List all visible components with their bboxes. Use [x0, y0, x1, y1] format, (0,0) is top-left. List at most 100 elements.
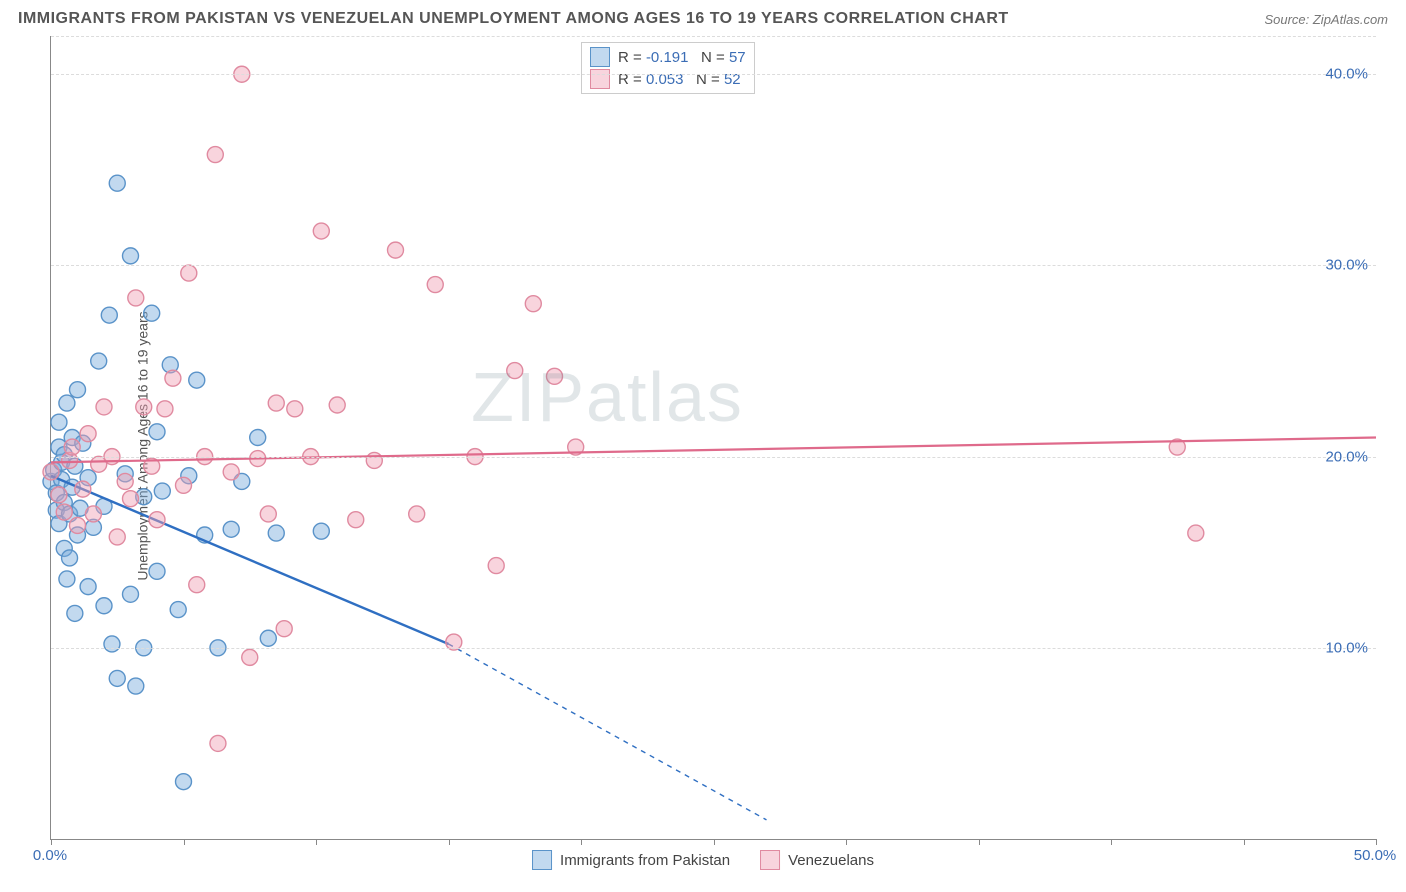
- data-point: [1188, 525, 1204, 541]
- data-point: [96, 399, 112, 415]
- data-point: [123, 248, 139, 264]
- data-point: [144, 305, 160, 321]
- data-point: [313, 223, 329, 239]
- x-tick: [51, 839, 52, 845]
- data-point: [128, 290, 144, 306]
- data-point: [51, 414, 67, 430]
- trend-line-extension: [449, 644, 767, 820]
- data-point: [75, 481, 91, 497]
- data-point: [59, 395, 75, 411]
- data-point: [507, 363, 523, 379]
- data-point: [59, 571, 75, 587]
- data-point: [96, 598, 112, 614]
- data-point: [223, 464, 239, 480]
- data-point: [250, 430, 266, 446]
- data-point: [409, 506, 425, 522]
- data-point: [268, 395, 284, 411]
- data-point: [210, 735, 226, 751]
- legend-item: Venezuelans: [760, 850, 874, 870]
- data-point: [207, 147, 223, 163]
- data-point: [366, 452, 382, 468]
- data-point: [109, 175, 125, 191]
- data-point: [62, 550, 78, 566]
- data-point: [56, 504, 72, 520]
- x-tick: [846, 839, 847, 845]
- data-point: [91, 353, 107, 369]
- x-tick: [714, 839, 715, 845]
- y-tick-label: 20.0%: [1325, 448, 1368, 465]
- legend-item: Immigrants from Pakistan: [532, 850, 730, 870]
- gridline: [51, 457, 1376, 458]
- data-point: [427, 277, 443, 293]
- data-point: [109, 670, 125, 686]
- data-point: [70, 382, 86, 398]
- legend-swatch: [590, 69, 610, 89]
- data-point: [223, 521, 239, 537]
- data-point: [260, 506, 276, 522]
- x-tick: [1244, 839, 1245, 845]
- data-point: [80, 426, 96, 442]
- data-point: [67, 605, 83, 621]
- legend-swatch: [590, 47, 610, 67]
- y-tick-label: 10.0%: [1325, 639, 1368, 656]
- y-tick-label: 40.0%: [1325, 66, 1368, 83]
- data-point: [189, 577, 205, 593]
- data-point: [287, 401, 303, 417]
- data-point: [488, 558, 504, 574]
- data-point: [276, 621, 292, 637]
- plot-svg: [51, 36, 1376, 839]
- data-point: [70, 517, 86, 533]
- data-point: [525, 296, 541, 312]
- data-point: [117, 473, 133, 489]
- y-tick-label: 30.0%: [1325, 257, 1368, 274]
- data-point: [149, 424, 165, 440]
- x-tick: [979, 839, 980, 845]
- series-legend: Immigrants from Pakistan Venezuelans: [532, 850, 874, 870]
- data-point: [104, 636, 120, 652]
- plot-area: ZIPatlas R = -0.191 N = 57R = 0.053 N = …: [50, 36, 1376, 840]
- data-point: [109, 529, 125, 545]
- data-point: [176, 477, 192, 493]
- source-label: Source: ZipAtlas.com: [1264, 12, 1388, 27]
- data-point: [149, 563, 165, 579]
- legend-swatch: [532, 850, 552, 870]
- data-point: [64, 439, 80, 455]
- data-point: [260, 630, 276, 646]
- x-tick-label: 0.0%: [33, 847, 67, 864]
- data-point: [268, 525, 284, 541]
- gridline: [51, 36, 1376, 37]
- data-point: [547, 368, 563, 384]
- gridline: [51, 265, 1376, 266]
- data-point: [165, 370, 181, 386]
- data-point: [136, 399, 152, 415]
- legend-row: R = -0.191 N = 57: [590, 47, 746, 67]
- data-point: [128, 678, 144, 694]
- data-point: [51, 487, 67, 503]
- x-tick: [1376, 839, 1377, 845]
- data-point: [123, 586, 139, 602]
- data-point: [154, 483, 170, 499]
- data-point: [189, 372, 205, 388]
- legend-swatch: [760, 850, 780, 870]
- data-point: [176, 774, 192, 790]
- legend-stats: R = 0.053 N = 52: [618, 71, 741, 88]
- data-point: [149, 512, 165, 528]
- x-tick-label: 50.0%: [1354, 847, 1397, 864]
- data-point: [157, 401, 173, 417]
- data-point: [123, 491, 139, 507]
- trend-line: [51, 476, 449, 644]
- gridline: [51, 74, 1376, 75]
- data-point: [313, 523, 329, 539]
- data-point: [348, 512, 364, 528]
- legend-stats: R = -0.191 N = 57: [618, 49, 746, 66]
- correlation-legend: R = -0.191 N = 57 R = 0.053 N = 52: [581, 42, 755, 94]
- chart-title: IMMIGRANTS FROM PAKISTAN VS VENEZUELAN U…: [18, 10, 1009, 28]
- data-point: [242, 649, 258, 665]
- x-tick: [316, 839, 317, 845]
- x-tick: [449, 839, 450, 845]
- x-tick: [1111, 839, 1112, 845]
- data-point: [181, 265, 197, 281]
- data-point: [170, 602, 186, 618]
- legend-label: Venezuelans: [788, 852, 874, 869]
- data-point: [329, 397, 345, 413]
